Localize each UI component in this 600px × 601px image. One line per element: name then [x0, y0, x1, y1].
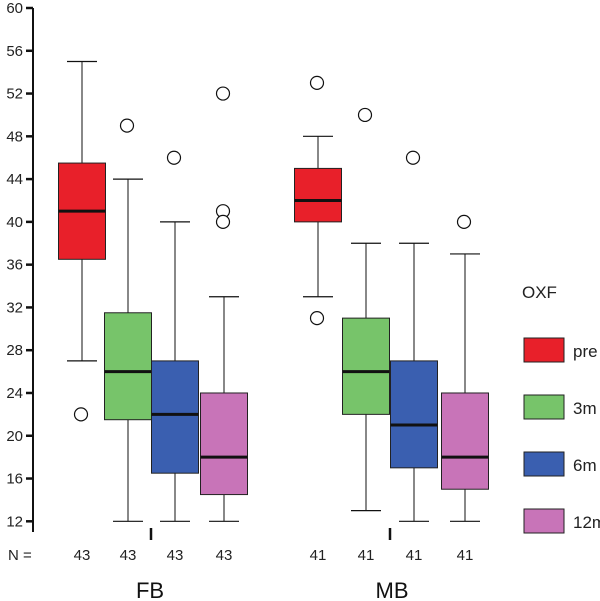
- iqr-box: [294, 167, 342, 223]
- y-tick-label: 16: [6, 471, 23, 488]
- iqr-box: [151, 360, 199, 474]
- legend-swatch-3m: [523, 394, 565, 420]
- y-tick-label: 20: [6, 428, 23, 445]
- legend-swatch-6m: [523, 451, 565, 477]
- outlier-point: [215, 86, 231, 101]
- outlier-point: [215, 214, 231, 229]
- legend: OXF pre 3m 6m 12m: [522, 283, 600, 534]
- legend-title: OXF: [522, 283, 557, 302]
- group-label-fb: FB: [136, 578, 164, 601]
- box-mb-pre: [294, 75, 342, 326]
- box-mb-3m: [342, 107, 390, 512]
- legend-label-pre: pre: [573, 342, 598, 361]
- n-value: 41: [358, 547, 375, 564]
- box-plot-series: [58, 60, 489, 540]
- outlier-point: [357, 107, 373, 123]
- n-value: 43: [74, 547, 91, 564]
- legend-label-3m: 3m: [573, 399, 597, 418]
- y-tick-label: 52: [6, 86, 23, 103]
- outlier-point: [309, 75, 325, 90]
- iqr-box: [342, 317, 390, 415]
- box-fb-pre: [58, 60, 106, 422]
- y-tick-label: 48: [6, 128, 23, 145]
- n-value: 43: [216, 547, 233, 564]
- y-tick-label: 24: [6, 385, 23, 402]
- group-labels: FB MB: [136, 578, 409, 601]
- outlier-point: [405, 150, 421, 165]
- y-tick-label: 12: [6, 513, 23, 530]
- box-fb-6m: [151, 150, 199, 522]
- iqr-box: [200, 392, 248, 496]
- n-value: 41: [406, 547, 423, 564]
- box-mb-12m: [441, 214, 489, 522]
- box-mb-6m: [390, 150, 438, 522]
- legend-swatch-pre: [523, 337, 565, 363]
- y-tick-label: 40: [6, 214, 23, 231]
- outlier-point: [73, 407, 89, 422]
- box-fb-12m: [200, 86, 248, 522]
- y-tick-label: 44: [6, 171, 23, 188]
- iqr-box: [441, 392, 489, 490]
- n-value: 43: [120, 547, 137, 564]
- n-prefix-label: N =: [8, 547, 32, 564]
- legend-swatch-12m: [523, 508, 565, 534]
- outlier-point: [119, 118, 135, 133]
- sample-size-row: 43 43 43 43 41 41 41 41 N =: [8, 547, 473, 564]
- n-value: 41: [457, 547, 474, 564]
- group-label-mb: MB: [376, 578, 409, 601]
- outlier-point: [456, 214, 472, 229]
- box-fb-3m: [104, 118, 152, 522]
- iqr-box: [390, 360, 438, 469]
- y-tick-label: 32: [6, 299, 23, 316]
- y-tick-label: 60: [6, 0, 23, 17]
- legend-label-6m: 6m: [573, 456, 597, 475]
- n-value: 43: [167, 547, 184, 564]
- outlier-point: [166, 150, 182, 165]
- iqr-box: [104, 312, 152, 421]
- outlier-point: [309, 311, 325, 326]
- n-value: 41: [310, 547, 327, 564]
- y-axis: 12 16 20 24 28 32 36 40 44 48 52 56 60: [6, 0, 34, 532]
- y-tick-label: 28: [6, 342, 23, 359]
- y-tick-label: 56: [6, 43, 23, 60]
- y-tick-label: 36: [6, 257, 23, 274]
- legend-label-12m: 12m: [573, 513, 600, 532]
